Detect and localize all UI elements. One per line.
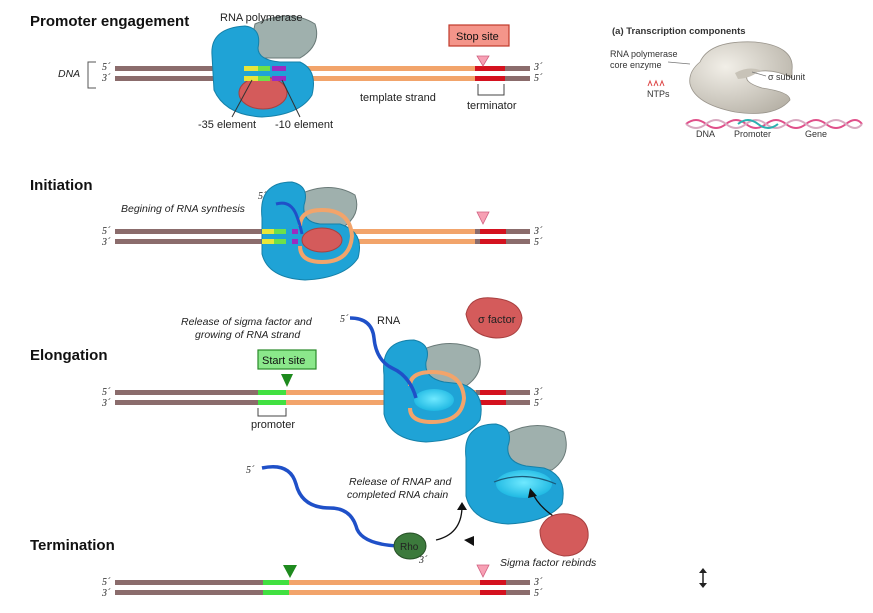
elong-left-3: 3´ [101, 398, 111, 409]
pointer-10 [281, 79, 301, 118]
dna-label: DNA [58, 68, 80, 80]
stage-title-promoter: Promoter engagement [30, 13, 189, 30]
sigma-rebinds-label: Sigma factor rebinds [500, 557, 597, 569]
dna-strands-elongation [115, 390, 530, 405]
inset-title: (a) Transcription components [612, 26, 746, 37]
term-left-3: 3´ [101, 588, 111, 599]
init-left-5: 5´ [102, 226, 111, 237]
resize-cursor-icon [699, 568, 707, 588]
rna-polymerase-promoter [211, 15, 318, 118]
released-rnap [465, 423, 567, 525]
stage-title-termination: Termination [30, 537, 115, 554]
strand-bottom-right-5: 5´ [534, 73, 543, 84]
beginning-rna-label: Begining of RNA synthesis [121, 203, 246, 215]
inset-ntps-icon [647, 79, 665, 87]
rho-protein [393, 532, 427, 560]
stage-title-elongation: Elongation [30, 347, 108, 364]
sigma-factor-free [465, 297, 523, 339]
term-right-5: 5´ [534, 588, 543, 599]
terminator-label: terminator [467, 100, 517, 112]
elong-rna-5prime: 5´ [340, 314, 349, 325]
rho-3prime: 3´ [418, 555, 428, 566]
elong-right-3: 3´ [533, 387, 543, 398]
strand-top-left-5: 5´ [102, 62, 111, 73]
pointer-35 [231, 79, 253, 118]
term-stop-marker [476, 564, 490, 578]
inset-promoter-label: Promoter [734, 129, 771, 139]
inset-sigma-pointer [751, 71, 767, 77]
release-sigma-line1: Release of sigma factor and [181, 316, 313, 328]
dna-strands-termination [115, 580, 530, 595]
init-left-3: 3´ [101, 237, 111, 248]
sigma-factor-label: σ factor [478, 314, 516, 326]
sigma-factor-rebinding [539, 513, 589, 557]
dna-bracket [87, 61, 96, 89]
inset-dna-helix [685, 119, 863, 129]
inset-core-pointer [667, 61, 691, 65]
element-10-label: -10 element [275, 119, 333, 131]
cycle-arrowhead-left [464, 536, 474, 546]
terminator-bracket [477, 84, 505, 96]
completed-rna-chain [261, 465, 399, 548]
elong-right-5: 5´ [534, 398, 543, 409]
init-stop-marker [476, 211, 490, 225]
start-site-box [257, 349, 317, 370]
term-right-3: 3´ [533, 577, 543, 588]
inset-core-line1: RNA polymerase [610, 49, 678, 59]
rho-label: Rho [400, 542, 419, 553]
strand-top-right-3: 3´ [533, 62, 543, 73]
release-rnap-line1: Release of RNAP and [349, 476, 452, 488]
promoter-elements [244, 66, 286, 81]
element-35-label: -35 element [198, 119, 256, 131]
inset-dna-label: DNA [696, 129, 715, 139]
cycle-arrow-up [435, 505, 463, 541]
strand-bottom-left-3: 3´ [101, 73, 111, 84]
elong-left-5: 5´ [102, 387, 111, 398]
inset-sigma-label: σ subunit [768, 72, 806, 82]
stop-site-box [448, 24, 510, 47]
rna-polymerase-initiation [261, 181, 360, 281]
promoter-bracket [257, 408, 287, 417]
start-site-marker [281, 374, 293, 387]
term-left-5: 5´ [102, 577, 111, 588]
inset-gene-label: Gene [805, 129, 827, 139]
init-right-3: 3´ [533, 226, 543, 237]
init-right-5: 5´ [534, 237, 543, 248]
release-sigma-line2: growing of RNA strand [195, 329, 301, 341]
release-rnap-line2: completed RNA chain [347, 489, 448, 501]
inset-ntps-label: NTPs [647, 89, 670, 99]
template-strand-label: template strand [360, 92, 436, 104]
cycle-arrowhead-rebind [528, 488, 537, 498]
start-site-label: Start site [262, 355, 305, 367]
dna-strands-promoter [115, 66, 530, 81]
stage-title-initiation: Initiation [30, 177, 93, 194]
stop-site-marker [476, 55, 490, 67]
rna-label: RNA [377, 315, 401, 327]
inset-core-line2: core enzyme [610, 60, 662, 70]
rna-polymerase-elongation [349, 316, 482, 443]
rna-polymerase-label: RNA polymerase [220, 12, 303, 24]
initiation-rna-5prime: 5´ [258, 191, 267, 202]
stop-site-label: Stop site [456, 31, 499, 43]
inset-sigma-shape [735, 68, 760, 79]
term-start-marker [283, 565, 297, 578]
cycle-arrowhead-up [457, 502, 467, 510]
promoter-label: promoter [251, 419, 295, 431]
term-rna-5prime: 5´ [246, 465, 255, 476]
